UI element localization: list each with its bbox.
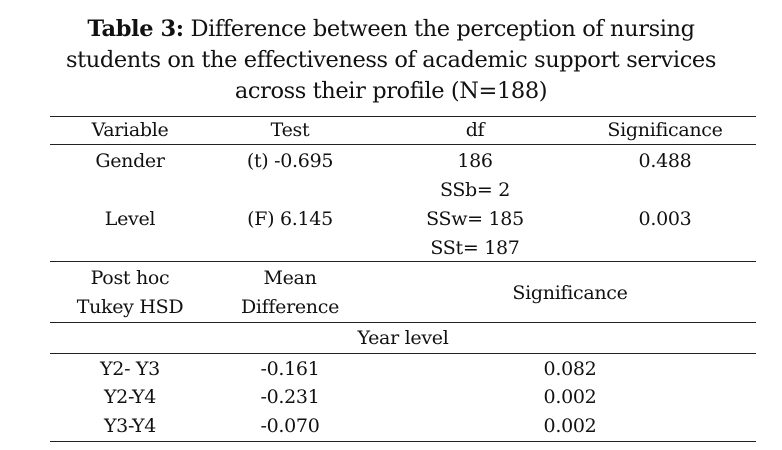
row-level-test: (F) 6.145	[247, 208, 333, 230]
posthoc-significance-header: Significance	[512, 282, 628, 304]
caption-label: Table 3:	[87, 16, 184, 42]
bottom-rule	[50, 441, 756, 442]
mean-difference-header-1: Mean	[263, 267, 317, 289]
row-level-variable: Level	[104, 208, 156, 230]
header-rule	[50, 144, 756, 145]
header-variable: Variable	[91, 119, 169, 141]
posthoc-header-rule	[50, 322, 756, 323]
posthoc-row-significance: 0.082	[543, 358, 597, 380]
row-level-df-ssw: SSw= 185	[426, 208, 524, 230]
mean-difference-header-2: Difference	[240, 296, 340, 318]
header-significance: Significance	[607, 119, 723, 141]
row-level-df-sst: SSt= 187	[430, 237, 520, 259]
posthoc-row-pair: Y3-Y4	[103, 415, 157, 437]
row-gender-variable: Gender	[95, 150, 165, 172]
table-caption: Table 3: Difference between the percepti…	[0, 14, 782, 107]
posthoc-header-label-1: Post hoc	[90, 267, 170, 289]
caption-text-1: Difference between the perception of nur…	[190, 16, 695, 42]
posthoc-row-significance: 0.002	[543, 386, 597, 408]
level-bottom-rule	[50, 261, 756, 262]
row-level-df-ssb: SSb= 2	[439, 179, 511, 201]
posthoc-row-mean: -0.231	[260, 386, 320, 408]
posthoc-row-pair: Y2- Y3	[100, 358, 160, 380]
posthoc-row-significance: 0.002	[543, 415, 597, 437]
posthoc-row-mean: -0.070	[260, 415, 320, 437]
header-df: df	[465, 119, 485, 141]
caption-line-1: Table 3: Difference between the percepti…	[0, 14, 782, 45]
posthoc-header-label-2: Tukey HSD	[76, 296, 184, 318]
row-gender-test: (t) -0.695	[246, 150, 334, 172]
row-gender-df: 186	[457, 150, 493, 172]
top-rule	[50, 116, 756, 117]
posthoc-row-mean: -0.161	[260, 358, 320, 380]
row-level-significance: 0.003	[638, 208, 692, 230]
caption-line-2: students on the effectiveness of academi…	[65, 47, 716, 73]
posthoc-row-pair: Y2-Y4	[103, 386, 157, 408]
caption-line-3: across their profile (N=188)	[234, 78, 548, 104]
year-level-label: Year level	[357, 327, 449, 349]
group-rule	[50, 353, 756, 354]
header-test: Test	[270, 119, 310, 141]
row-gender-significance: 0.488	[638, 150, 692, 172]
